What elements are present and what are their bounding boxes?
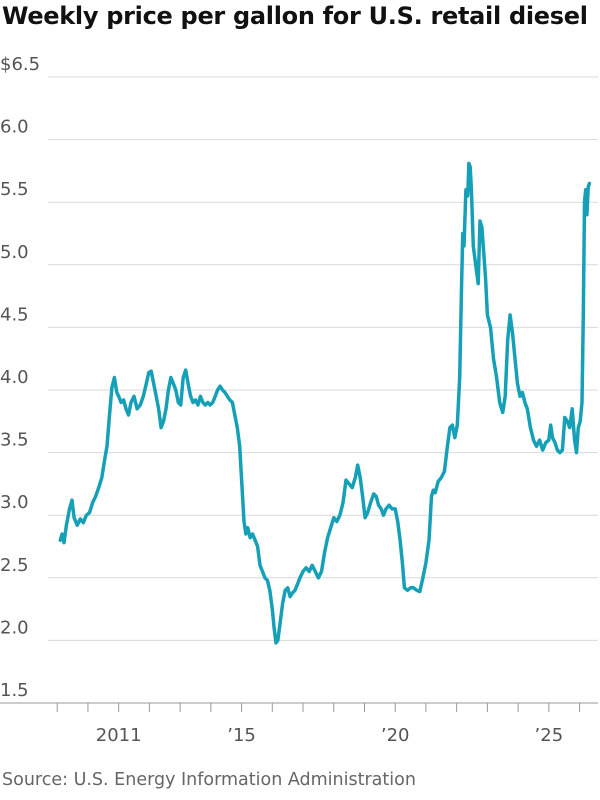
source-note: Source: U.S. Energy Information Administ… xyxy=(2,770,416,790)
y-tick-label: 4.5 xyxy=(0,304,29,325)
y-tick-label: 4.0 xyxy=(0,367,29,388)
y-tick-label: 6.0 xyxy=(0,117,29,138)
y-tick-label: 1.5 xyxy=(0,680,29,701)
x-axis-tick-labels: 2011 ’15 ’20 ’25 xyxy=(96,725,563,746)
x-tick-label: ’15 xyxy=(227,725,256,746)
chart-title: Weekly price per gallon for U.S. retail … xyxy=(2,2,588,30)
x-tick-label: 2011 xyxy=(96,725,142,746)
y-tick-label: 3.0 xyxy=(0,492,29,513)
y-tick-label: 2.0 xyxy=(0,617,29,638)
series-layer xyxy=(58,161,592,645)
y-tick-label: 2.5 xyxy=(0,555,29,576)
y-tick-label: $6.5 xyxy=(0,54,40,75)
x-tick-label: ’20 xyxy=(381,725,410,746)
y-tick-label: 5.0 xyxy=(0,242,29,263)
y-tick-label: 3.5 xyxy=(0,430,29,451)
y-tick-label: 5.5 xyxy=(0,179,29,200)
series-line xyxy=(58,161,592,645)
x-axis xyxy=(0,702,598,712)
y-axis-tick-labels: $6.5 6.0 5.5 5.0 4.5 4.0 3.5 3.0 2.5 2.0 1.5 xyxy=(0,54,40,701)
x-tick-label: ’25 xyxy=(535,725,564,746)
gridlines xyxy=(48,76,598,641)
